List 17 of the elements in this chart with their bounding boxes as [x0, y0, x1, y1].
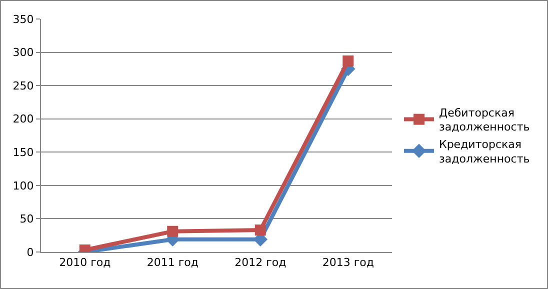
y-tick-label: 200	[12, 112, 34, 126]
point	[254, 224, 266, 236]
y-tick-label: 100	[12, 179, 34, 192]
legend-label: Дебиторская задолженность	[439, 106, 530, 134]
x-tick-label: 2010 год	[59, 256, 112, 270]
point	[167, 226, 178, 237]
y-tick-label: 250	[12, 79, 34, 92]
y-tick-label: 300	[12, 46, 34, 60]
y-tick-label: 150	[12, 146, 34, 159]
y-tick-label: 0	[26, 246, 34, 259]
y-tick-label: 350	[12, 12, 34, 26]
y-tick-label: 50	[20, 212, 34, 226]
x-tick-label: 2011 год	[146, 256, 199, 270]
x-tick-label: 2012 год	[234, 256, 287, 270]
point	[342, 55, 354, 66]
x-tick-label: 2013 год	[322, 256, 374, 270]
legend-label: Кредиторская задолженность	[439, 138, 530, 166]
